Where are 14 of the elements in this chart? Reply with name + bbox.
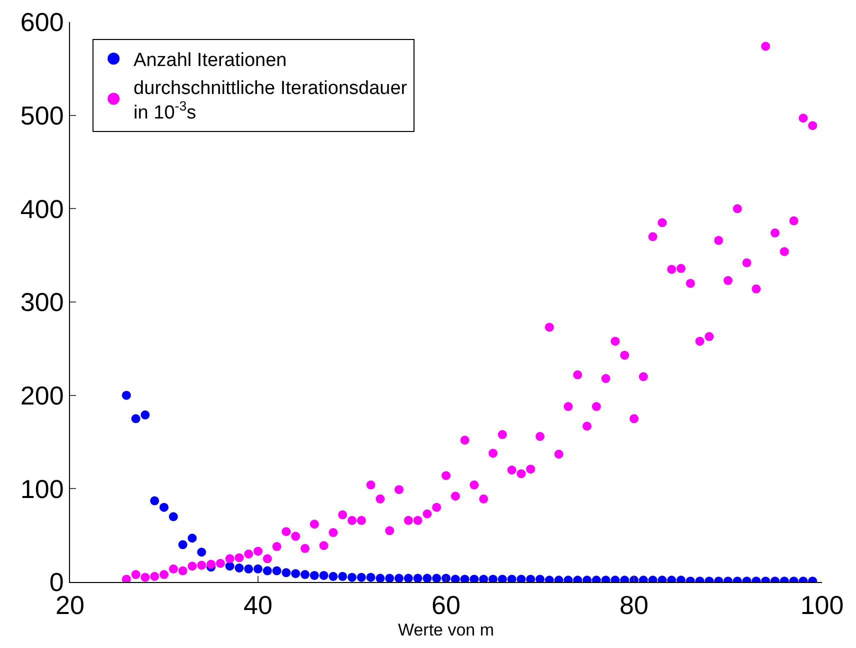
y-tick-label: 400 xyxy=(20,194,64,224)
x-tick-label: 20 xyxy=(56,590,84,620)
x-tick-label: 60 xyxy=(432,590,460,620)
x-tick-label: 80 xyxy=(620,590,648,620)
x-tick-label: 40 xyxy=(244,590,272,620)
y-tick-label: 500 xyxy=(20,100,64,130)
x-tick-label: 100 xyxy=(800,590,844,620)
legend-label: Anzahl Iterationen xyxy=(134,50,287,72)
y-tick-label: 100 xyxy=(20,474,64,504)
y-tick-label: 600 xyxy=(20,7,64,38)
y-tick-label: 300 xyxy=(20,287,64,318)
x-axis-title: Werte von m xyxy=(398,620,494,640)
legend-label: durchschnittliche Iterationsdauer in 10$^{-3}$s xyxy=(134,78,408,124)
y-tick-label: 200 xyxy=(20,380,64,410)
